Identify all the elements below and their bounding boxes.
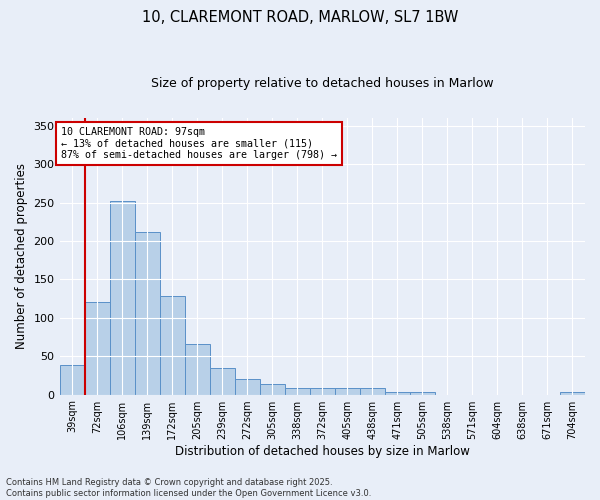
Bar xyxy=(285,388,310,394)
X-axis label: Distribution of detached houses by size in Marlow: Distribution of detached houses by size … xyxy=(175,444,470,458)
Text: Contains HM Land Registry data © Crown copyright and database right 2025.
Contai: Contains HM Land Registry data © Crown c… xyxy=(6,478,371,498)
Text: 10, CLAREMONT ROAD, MARLOW, SL7 1BW: 10, CLAREMONT ROAD, MARLOW, SL7 1BW xyxy=(142,10,458,25)
Bar xyxy=(410,392,435,394)
Bar xyxy=(110,201,134,394)
Bar xyxy=(360,388,385,394)
Bar xyxy=(260,384,285,394)
Bar xyxy=(335,388,360,394)
Bar xyxy=(385,392,410,394)
Bar xyxy=(134,232,160,394)
Bar xyxy=(209,368,235,394)
Bar xyxy=(310,388,335,394)
Bar xyxy=(235,379,260,394)
Y-axis label: Number of detached properties: Number of detached properties xyxy=(15,164,28,350)
Title: Size of property relative to detached houses in Marlow: Size of property relative to detached ho… xyxy=(151,78,494,90)
Text: 10 CLAREMONT ROAD: 97sqm
← 13% of detached houses are smaller (115)
87% of semi-: 10 CLAREMONT ROAD: 97sqm ← 13% of detach… xyxy=(61,128,337,160)
Bar xyxy=(185,344,209,395)
Bar xyxy=(160,296,185,394)
Bar xyxy=(85,302,110,394)
Bar xyxy=(560,392,585,394)
Bar xyxy=(59,366,85,394)
